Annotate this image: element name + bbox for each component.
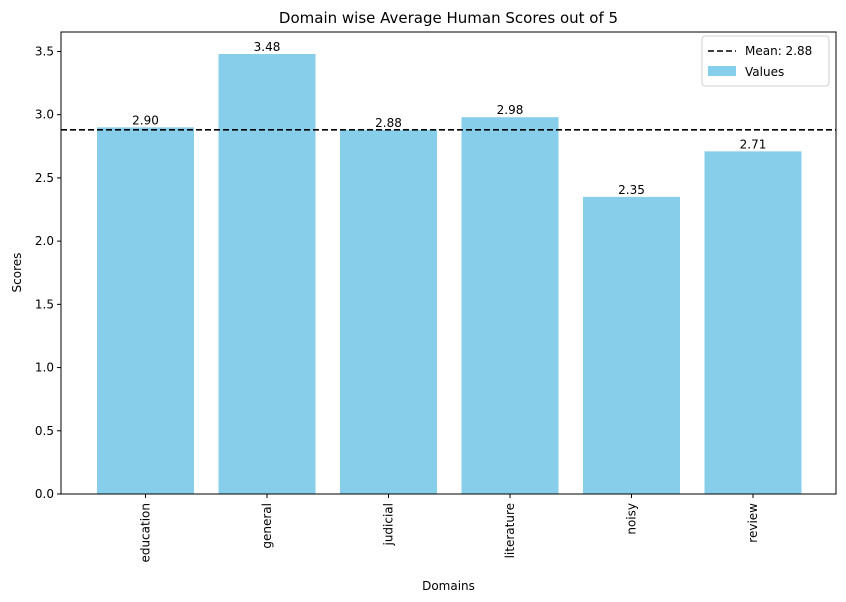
x-tick-label-education: education <box>139 503 153 563</box>
bar-label-judicial: 2.88 <box>375 116 402 130</box>
y-tick-label: 3.0 <box>35 108 54 122</box>
y-axis-label: Scores <box>10 253 24 293</box>
bar-review <box>704 151 802 494</box>
bar-judicial <box>340 129 437 495</box>
x-tick-label-literature: literature <box>503 503 517 558</box>
bar-label-general: 3.48 <box>254 40 281 54</box>
y-tick-label: 1.0 <box>35 361 54 375</box>
x-tick-label-review: review <box>746 503 760 543</box>
bar-label-review: 2.71 <box>740 137 767 151</box>
bar-noisy <box>583 196 680 494</box>
axes-frame <box>60 31 837 495</box>
x-tick-label-noisy: noisy <box>625 503 639 535</box>
legend-mean-label: Mean: 2.88 <box>745 44 812 58</box>
bar-label-noisy: 2.35 <box>618 183 645 197</box>
x-axis-label: Domains <box>422 579 475 593</box>
y-tick-label: 3.5 <box>35 44 54 58</box>
x-axis-ticks: education general judicial literature noisy r… <box>139 494 760 563</box>
bar-label-education: 2.90 <box>132 113 159 127</box>
x-tick-label-general: general <box>260 503 274 549</box>
bar-literature <box>461 117 559 495</box>
y-axis-ticks: 0.0 0.5 1.0 1.5 2.0 2.5 3.0 3.5 <box>35 44 61 501</box>
x-tick-label-judicial: judicial <box>382 503 396 547</box>
bar-label-literature: 2.98 <box>497 103 524 117</box>
legend-values-label: Values <box>745 65 784 79</box>
chart-title: Domain wise Average Human Scores out of … <box>279 9 618 27</box>
y-tick-label: 2.5 <box>35 171 54 185</box>
bar-value-labels: 2.90 3.48 2.88 2.98 2.35 2.71 <box>132 40 766 197</box>
bar-education <box>97 127 194 494</box>
y-tick-label: 1.5 <box>35 297 54 311</box>
legend-values-swatch <box>708 66 736 76</box>
bars <box>97 54 802 495</box>
bar-general <box>218 54 316 494</box>
legend: Mean: 2.88 Values <box>701 35 830 87</box>
y-tick-label: 0.5 <box>35 424 54 438</box>
y-tick-label: 0.0 <box>35 487 54 501</box>
y-tick-label: 2.0 <box>35 234 54 248</box>
